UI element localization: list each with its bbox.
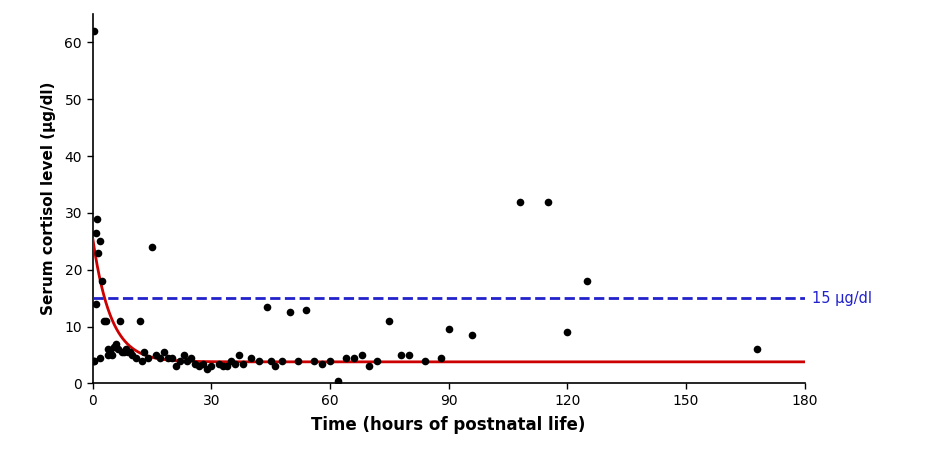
Point <box>153 354 167 362</box>
Point <box>95 277 110 285</box>
Point <box>134 357 149 365</box>
Point <box>113 317 128 325</box>
Point <box>512 198 527 205</box>
Point <box>200 365 215 373</box>
Point <box>219 363 234 370</box>
Point <box>176 351 191 359</box>
Point <box>120 348 136 356</box>
Point <box>137 348 152 356</box>
Point <box>283 309 298 316</box>
Point <box>394 351 409 359</box>
Point <box>132 317 147 325</box>
Point <box>93 354 108 362</box>
Point <box>87 357 102 365</box>
Point <box>109 340 124 347</box>
Point <box>123 348 138 356</box>
Point <box>441 326 456 333</box>
Point <box>172 357 187 365</box>
Point <box>91 249 105 256</box>
Text: 15 μg/dl: 15 μg/dl <box>812 291 871 306</box>
Point <box>111 346 126 353</box>
Point <box>86 357 101 365</box>
Point <box>362 363 376 370</box>
Point <box>129 354 143 362</box>
Point <box>228 360 242 367</box>
Point <box>216 363 230 370</box>
Point <box>88 229 103 237</box>
Point <box>417 357 432 365</box>
Point <box>87 27 102 35</box>
Point <box>560 328 574 336</box>
Point <box>141 354 155 362</box>
X-axis label: Time (hours of postnatal life): Time (hours of postnatal life) <box>312 416 586 434</box>
Point <box>323 357 338 365</box>
Point <box>299 306 314 313</box>
Point <box>101 346 116 353</box>
Point <box>224 357 239 365</box>
Point <box>89 300 104 308</box>
Point <box>243 354 258 362</box>
Point <box>101 351 116 359</box>
Point <box>165 354 179 362</box>
Point <box>401 351 416 359</box>
Point <box>290 357 305 365</box>
Point <box>148 351 163 359</box>
Point <box>156 348 171 356</box>
Point <box>339 354 353 362</box>
Point <box>117 348 131 356</box>
Point <box>180 357 195 365</box>
Y-axis label: Serum cortisol level (μg/dl): Serum cortisol level (μg/dl) <box>41 82 56 316</box>
Point <box>307 357 322 365</box>
Point <box>144 243 159 251</box>
Point <box>93 237 108 245</box>
Point <box>382 317 397 325</box>
Point <box>580 277 595 285</box>
Point <box>263 357 278 365</box>
Point <box>118 346 133 353</box>
Point <box>115 348 130 356</box>
Point <box>433 354 448 362</box>
Point <box>191 363 206 370</box>
Point <box>231 351 246 359</box>
Point <box>370 357 385 365</box>
Point <box>354 351 369 359</box>
Point <box>465 331 480 339</box>
Point <box>540 198 555 205</box>
Point <box>184 354 199 362</box>
Point <box>259 303 274 310</box>
Point <box>103 348 117 356</box>
Point <box>90 215 105 222</box>
Point <box>125 351 140 359</box>
Point <box>346 354 361 362</box>
Point <box>188 360 203 367</box>
Point <box>196 360 211 367</box>
Point <box>212 360 227 367</box>
Point <box>252 357 266 365</box>
Point <box>97 317 112 325</box>
Point <box>275 357 290 365</box>
Point <box>330 377 345 384</box>
Point <box>107 343 122 350</box>
Point <box>267 363 282 370</box>
Point <box>314 360 329 367</box>
Point <box>99 317 114 325</box>
Point <box>168 363 183 370</box>
Point <box>204 363 218 370</box>
Point <box>160 354 175 362</box>
Point <box>236 360 251 367</box>
Point <box>750 346 765 353</box>
Point <box>105 351 119 359</box>
